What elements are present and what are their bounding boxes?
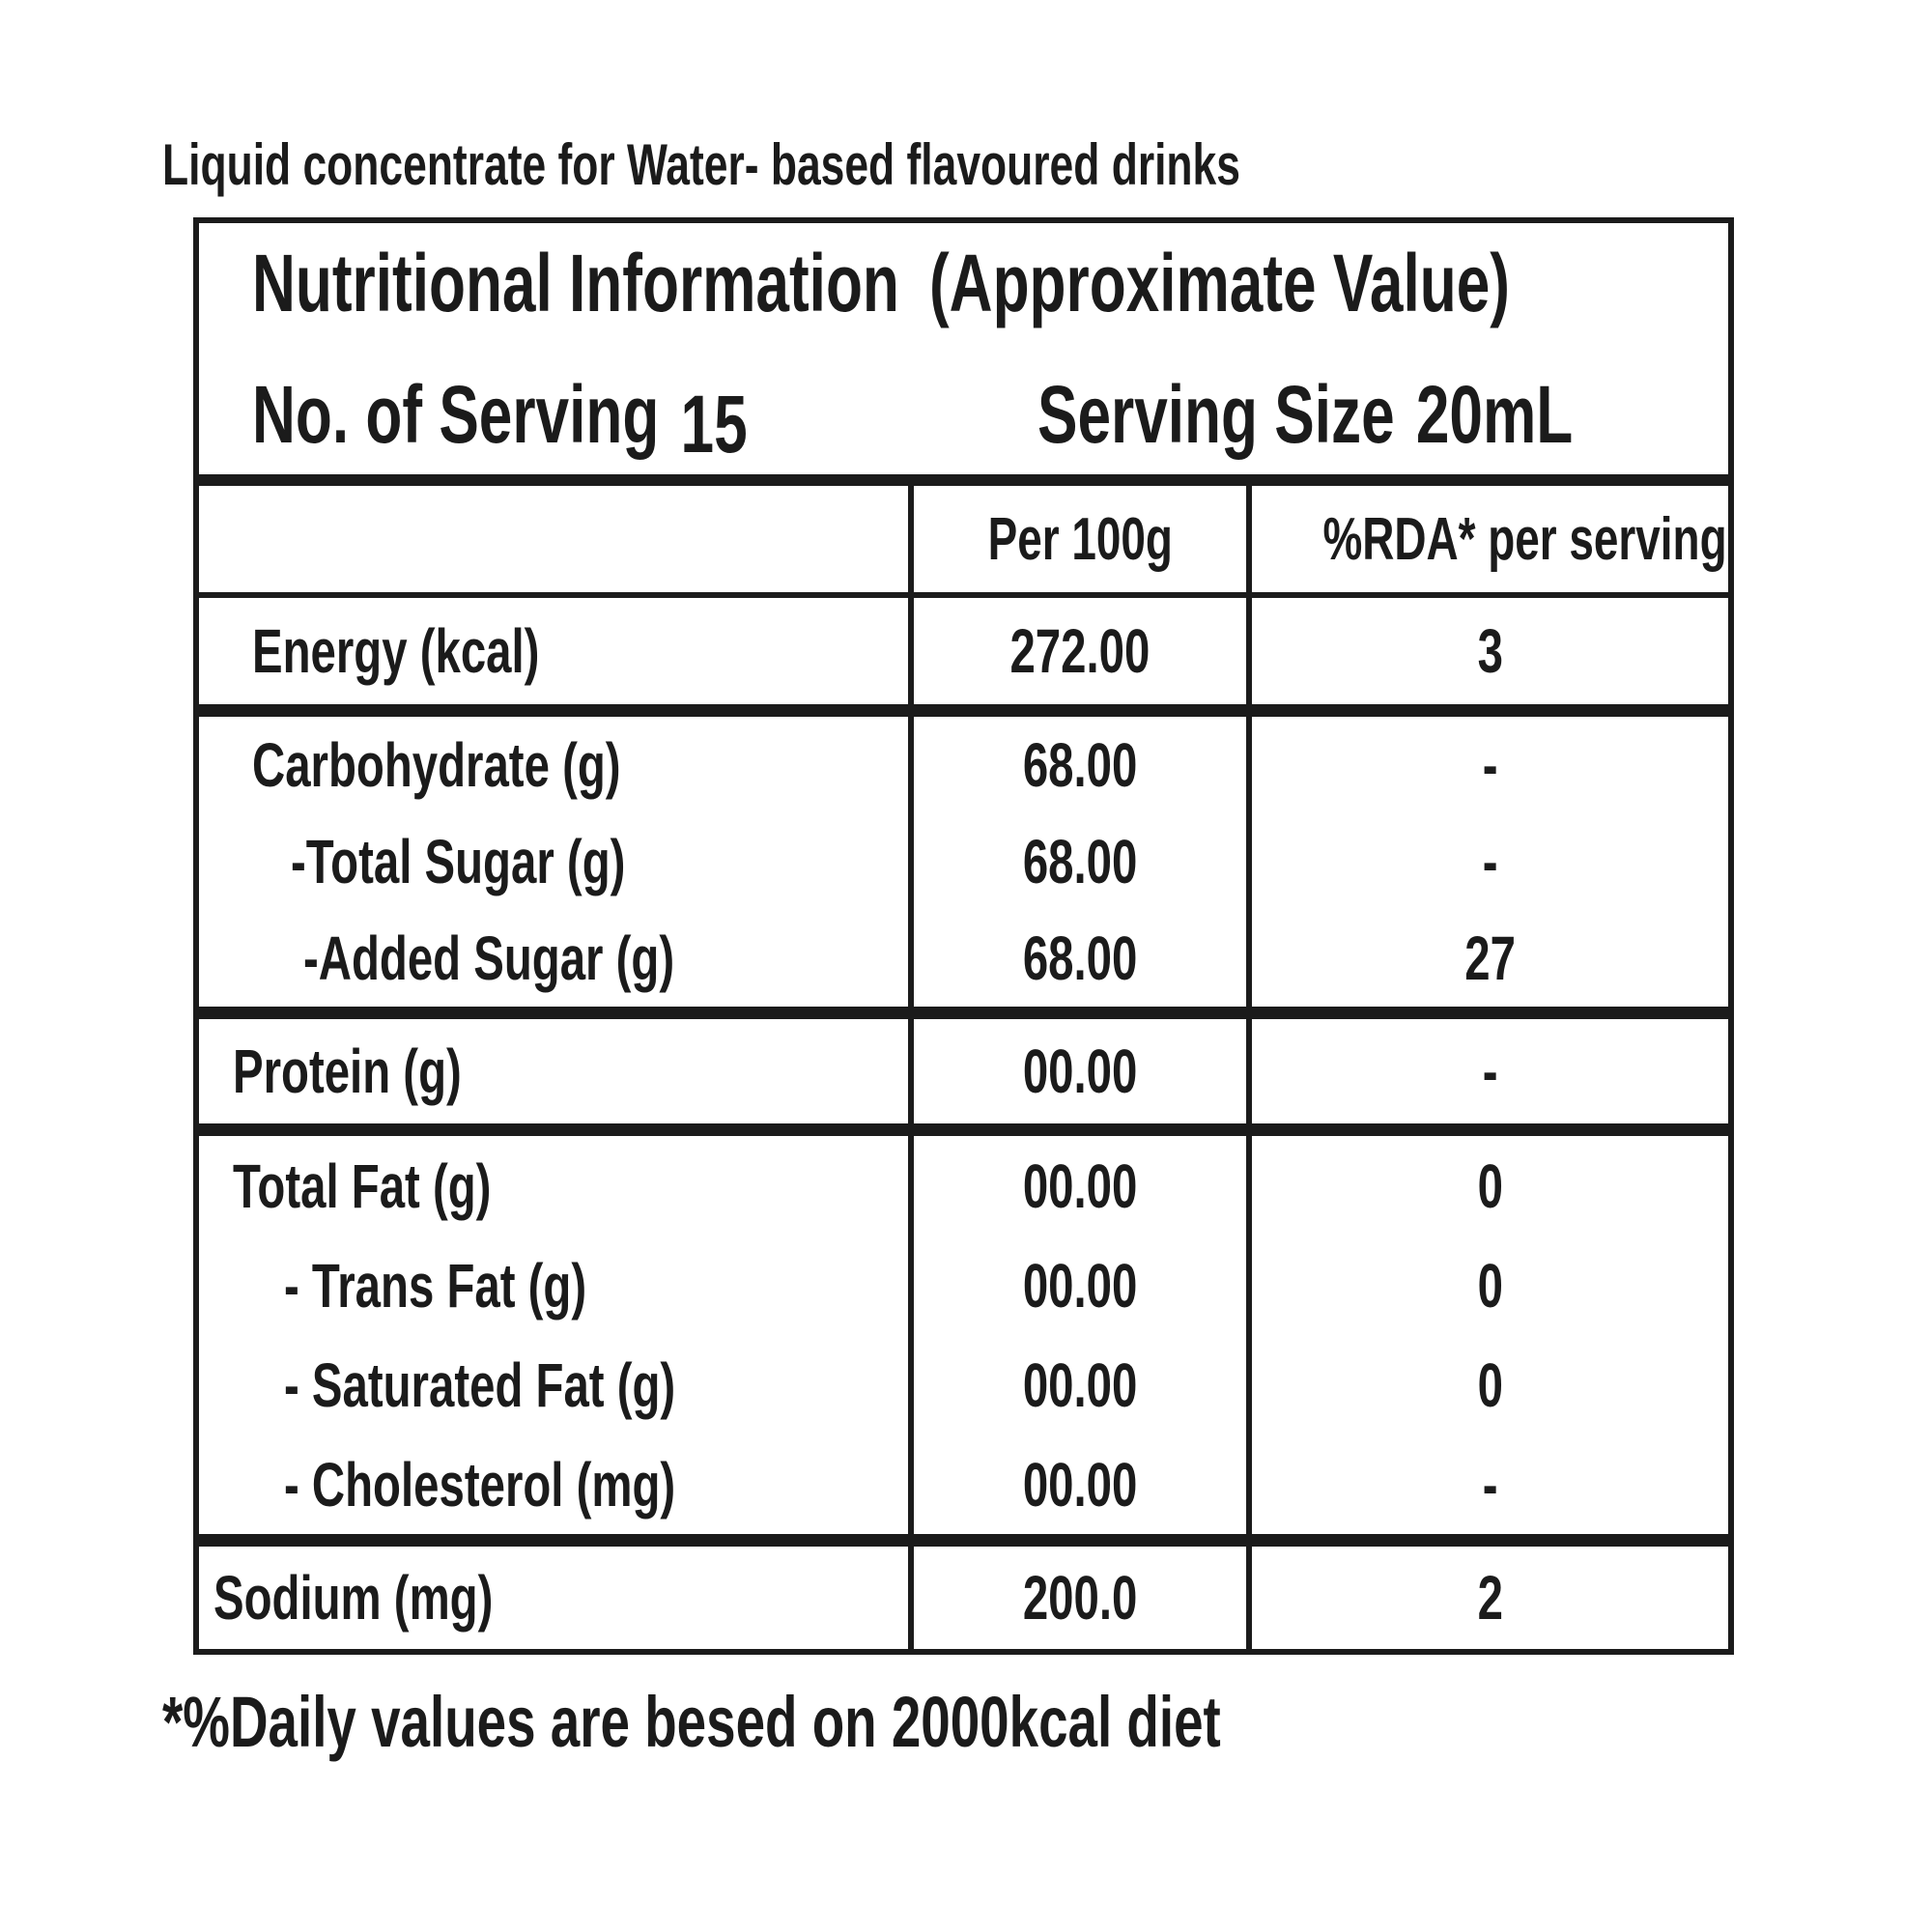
trans-fat-rda: 0 (1477, 1250, 1503, 1321)
sodium-rda: 2 (1477, 1563, 1503, 1633)
table-title: Nutritional Information (252, 238, 899, 328)
protein-section: Protein (g) 00.00 - (199, 1019, 1728, 1136)
column-header-row: Per 100g %RDA* per serving (199, 486, 1728, 598)
total-sugar-per100g: 68.00 (1022, 827, 1138, 896)
col-header-per-100g: Per 100g (987, 505, 1173, 573)
saturated-fat-per100g: 00.00 (1022, 1350, 1138, 1420)
daily-value-footnote: *%Daily values are besed on 2000kcal die… (162, 1682, 1221, 1762)
energy-rda: 3 (1477, 616, 1503, 686)
energy-per100g: 272.00 (1009, 616, 1151, 686)
protein-label: Protein (g) (233, 1037, 462, 1106)
energy-label: Energy (kcal) (252, 616, 540, 686)
added-sugar-label: -Added Sugar (g) (303, 923, 675, 993)
protein-rda: - (1482, 1037, 1498, 1106)
col-header-rda: %RDA* per serving (1322, 505, 1727, 573)
carbohydrate-label: Carbohydrate (g) (252, 730, 621, 800)
product-description: Liquid concentrate for Water- based flav… (162, 132, 1240, 197)
carbohydrate-per100g: 68.00 (1022, 730, 1138, 800)
total-fat-per100g: 00.00 (1022, 1151, 1138, 1221)
table-title-qualifier: (Approximate Value) (928, 238, 1511, 328)
total-fat-rda: 0 (1477, 1151, 1503, 1221)
table-header-line1: Nutritional Information (Approximate Valu… (252, 239, 1510, 327)
sodium-section: Sodium (mg) 200.0 2 (199, 1547, 1728, 1649)
serving-size-value: 20mL (1415, 369, 1574, 460)
saturated-fat-rda: 0 (1477, 1350, 1503, 1420)
added-sugar-per100g: 68.00 (1022, 923, 1138, 993)
nutrition-table: Nutritional Information (Approximate Valu… (193, 217, 1734, 1655)
sodium-per100g: 200.0 (1022, 1563, 1138, 1633)
cholesterol-label: - Cholesterol (mg) (284, 1449, 676, 1520)
carbohydrate-rda: - (1482, 730, 1498, 800)
column-header-empty (199, 486, 914, 592)
carbohydrate-section: Carbohydrate (g) -Total Sugar (g) -Added… (199, 717, 1728, 1019)
saturated-fat-label: - Saturated Fat (g) (284, 1350, 676, 1420)
total-sugar-rda: - (1482, 827, 1498, 896)
serving-size-group: Serving Size 20mL (1037, 370, 1573, 459)
table-header: Nutritional Information (Approximate Valu… (199, 223, 1728, 486)
total-sugar-label: -Total Sugar (g) (291, 827, 626, 896)
sodium-label: Sodium (mg) (213, 1563, 494, 1633)
servings-value: 15 (680, 379, 748, 469)
serving-size-label: Serving Size (1037, 369, 1395, 460)
cholesterol-rda: - (1482, 1449, 1498, 1520)
servings-label: No. of Serving (252, 369, 660, 460)
energy-section: Energy (kcal) 272.00 3 (199, 598, 1728, 717)
added-sugar-rda: 27 (1464, 923, 1516, 993)
trans-fat-per100g: 00.00 (1022, 1250, 1138, 1321)
trans-fat-label: - Trans Fat (g) (284, 1250, 587, 1321)
cholesterol-per100g: 00.00 (1022, 1449, 1138, 1520)
protein-per100g: 00.00 (1022, 1037, 1138, 1106)
servings-group: No. of Serving 15 (252, 369, 748, 469)
fat-section: Total Fat (g) - Trans Fat (g) - Saturate… (199, 1136, 1728, 1547)
total-fat-label: Total Fat (g) (233, 1151, 492, 1221)
